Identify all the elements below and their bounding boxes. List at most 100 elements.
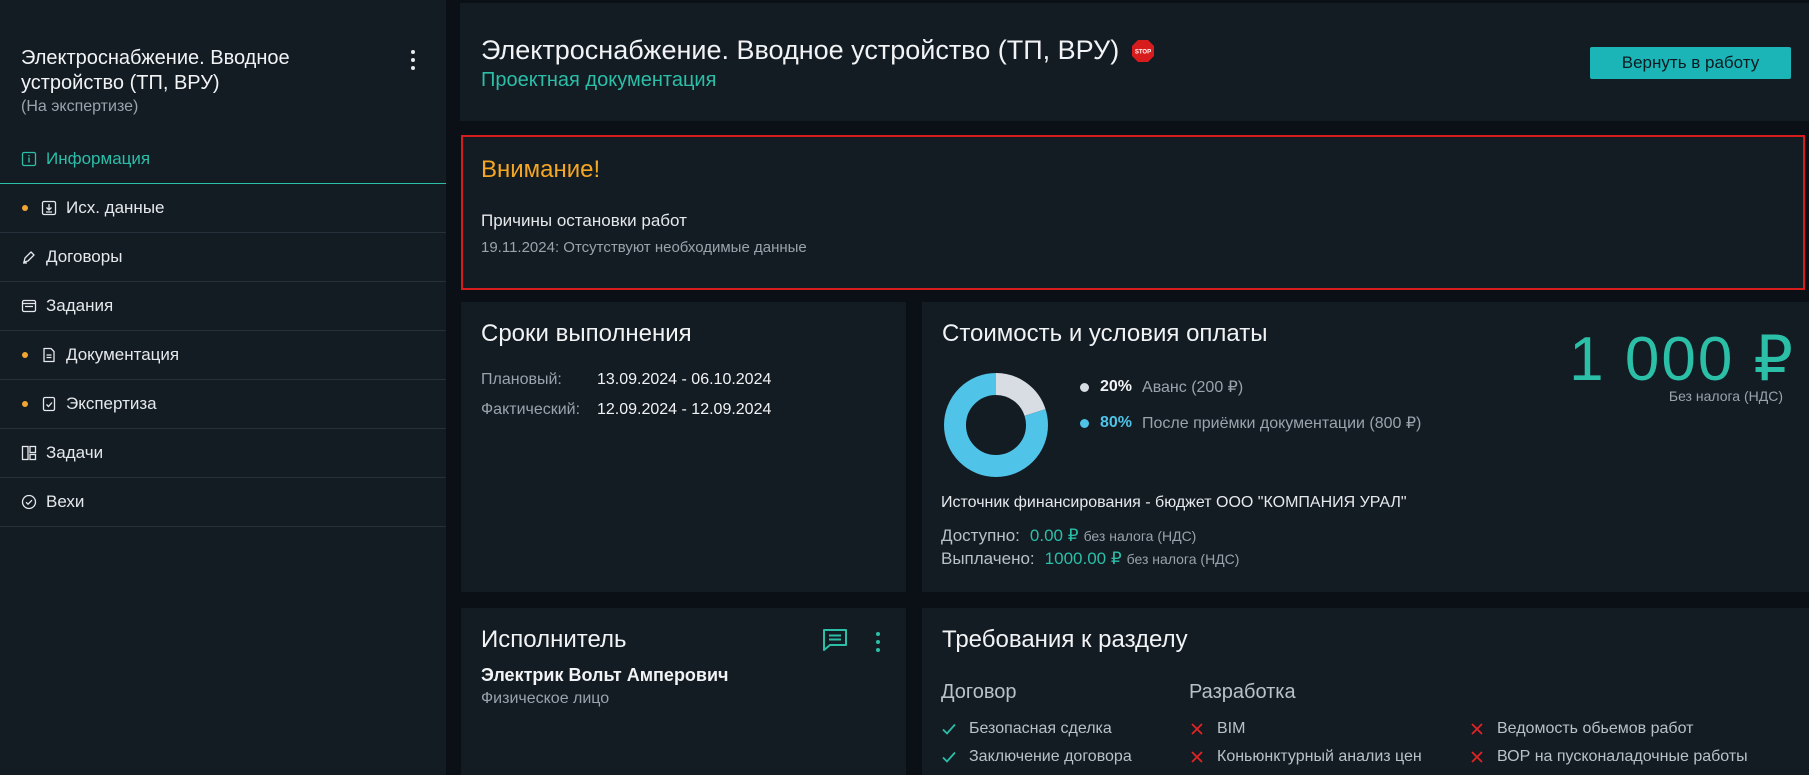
deadlines-card: Сроки выполнения Плановый: 13.09.2024 - … (461, 302, 906, 592)
executor-more-icon[interactable] (872, 631, 884, 653)
legend-percent: 20% (1100, 378, 1133, 395)
payment-legend: 20% Аванс (200 ₽) 80% После приёмки доку… (1080, 375, 1421, 447)
requirements-column-title: Договор (941, 681, 1017, 703)
tasks-window-icon (21, 298, 37, 314)
requirements-column-title: Разработка (1189, 681, 1296, 703)
page-title: Электроснабжение. Вводное устройство (ТП… (481, 35, 1120, 65)
sidebar-status: (На экспертизе) (21, 98, 139, 115)
planned-label: Плановый: (481, 371, 562, 388)
sidebar-item-label: Информация (46, 149, 151, 168)
pen-icon (21, 249, 37, 265)
sidebar-item-assignments[interactable]: Задания (0, 282, 446, 331)
requirement-item: Ведомость обьемов работ (1469, 715, 1748, 743)
executor-title: Исполнитель (481, 626, 627, 653)
legend-label: После приёмки документации (800 ₽) (1142, 415, 1422, 432)
cost-title: Стоимость и условия оплаты (942, 320, 1268, 347)
sidebar-item-expertise[interactable]: Экспертиза (0, 380, 446, 429)
requirements-development-column-2: Ведомость обьемов работ ВОР на пусконала… (1469, 681, 1748, 771)
available-row: Доступно: 0.00 ₽ без налога (НДС) (941, 526, 1196, 546)
page-title-wrap: Электроснабжение. Вводное устройство (ТП… (481, 35, 1155, 66)
legend-label: Аванс (200 ₽) (1142, 379, 1244, 396)
requirement-label: Коньюнктурный анализ цен (1217, 748, 1422, 765)
sidebar: Электроснабжение. Вводное устройство (ТП… (0, 0, 446, 775)
page-header: Электроснабжение. Вводное устройство (ТП… (460, 3, 1809, 121)
cross-icon (1191, 751, 1203, 763)
funding-source: Источник финансирования - бюджет ООО "КО… (941, 494, 1407, 511)
requirements-development-column: Разработка BIM Коньюнктурный анализ цен (1189, 681, 1422, 771)
requirements-card: Требования к разделу Договор Безопасная … (922, 608, 1809, 775)
sidebar-item-information[interactable]: Информация (0, 135, 446, 184)
executor-type: Физическое лицо (481, 690, 610, 707)
paid-note: без налога (НДС) (1126, 551, 1240, 567)
legend-bullet (1080, 382, 1089, 392)
sidebar-title: Электроснабжение. Вводное устройство (ТП… (21, 47, 290, 94)
info-icon (21, 151, 37, 167)
sidebar-item-label: Исх. данные (66, 198, 165, 217)
stop-sign-text: STOP (1135, 49, 1151, 55)
requirement-label: BIM (1217, 720, 1246, 737)
requirements-contract-column: Договор Безопасная сделка Заключение дог… (941, 681, 1132, 771)
available-amount: 0.00 ₽ (1029, 526, 1079, 545)
actual-label: Фактический: (481, 401, 581, 418)
requirement-item: Заключение договора (941, 743, 1132, 771)
payment-donut-chart (944, 373, 1048, 477)
sidebar-item-documentation[interactable]: Документация (0, 331, 446, 380)
actual-value: 12.09.2024 - 12.09.2024 (597, 401, 772, 418)
requirement-item: ВОР на пусконаладочные работы (1469, 743, 1748, 771)
check-circle-icon (21, 494, 37, 510)
sidebar-nav: Информация Исх. данные Договоры Задания … (0, 135, 446, 527)
actual-row: Фактический: 12.09.2024 - 12.09.2024 (481, 401, 771, 419)
stop-sign-icon: STOP (1132, 39, 1155, 62)
total-price-note: Без налога (НДС) (1668, 388, 1783, 404)
sidebar-item-tasks[interactable]: Задачи (0, 429, 446, 478)
legend-item-advance: 20% Аванс (200 ₽) (1080, 375, 1421, 399)
executor-name: Электрик Вольт Амперович (481, 665, 729, 685)
requirement-label: ВОР на пусконаладочные работы (1497, 748, 1748, 765)
paid-amount: 1000.00 ₽ (1044, 549, 1122, 568)
available-label: Доступно: (941, 526, 1020, 545)
status-dot (22, 205, 28, 211)
cross-icon (1471, 723, 1483, 735)
sidebar-item-label: Экспертиза (66, 394, 157, 413)
stop-reason-detail: 19.11.2024: Отсутствуют необходимые данн… (481, 239, 807, 256)
legend-percent: 80% (1100, 414, 1133, 431)
cost-card: Стоимость и условия оплаты 20% Аванс (20… (922, 302, 1809, 592)
warning-box: Внимание! Причины остановки работ 19.11.… (461, 135, 1805, 290)
check-icon (942, 723, 956, 735)
requirements-title: Требования к разделу (942, 626, 1188, 653)
sidebar-item-label: Задачи (46, 443, 104, 462)
chat-icon[interactable] (822, 628, 848, 652)
status-dot (22, 352, 28, 358)
stop-reason-title: Причины остановки работ (481, 211, 687, 230)
document-icon (41, 347, 57, 363)
sidebar-item-label: Задания (46, 296, 114, 315)
sidebar-item-source-data[interactable]: Исх. данные (0, 184, 446, 233)
requirement-item: BIM (1189, 715, 1422, 743)
return-to-work-button[interactable]: Вернуть в работу (1590, 47, 1791, 79)
total-price: 1 000 ₽ (1569, 325, 1795, 394)
check-icon (942, 751, 956, 763)
cross-icon (1191, 723, 1203, 735)
page-subtitle: Проектная документация (481, 69, 717, 91)
planned-value: 13.09.2024 - 06.10.2024 (597, 371, 772, 388)
sidebar-item-contracts[interactable]: Договоры (0, 233, 446, 282)
requirement-item: Коньюнктурный анализ цен (1189, 743, 1422, 771)
status-dot (22, 401, 28, 407)
executor-card: Исполнитель Электрик Вольт Амперович Физ… (461, 608, 906, 775)
sidebar-header: Электроснабжение. Вводное устройство (ТП… (21, 46, 391, 116)
cross-icon (1471, 751, 1483, 763)
download-icon (41, 200, 57, 216)
legend-item-after-acceptance: 80% После приёмки документации (800 ₽) (1080, 411, 1421, 435)
available-note: без налога (НДС) (1083, 528, 1197, 544)
checklist-icon (41, 396, 57, 412)
requirement-item: Безопасная сделка (941, 715, 1132, 743)
sidebar-item-milestones[interactable]: Вехи (0, 478, 446, 527)
paid-row: Выплачено: 1000.00 ₽ без налога (НДС) (941, 549, 1239, 569)
requirement-label: Заключение договора (969, 748, 1132, 765)
planned-row: Плановый: 13.09.2024 - 06.10.2024 (481, 371, 771, 389)
requirement-label: Ведомость обьемов работ (1497, 720, 1694, 737)
kanban-icon (21, 445, 37, 461)
sidebar-more-icon[interactable] (407, 48, 419, 72)
legend-bullet (1080, 418, 1089, 428)
warning-title: Внимание! (481, 156, 601, 183)
